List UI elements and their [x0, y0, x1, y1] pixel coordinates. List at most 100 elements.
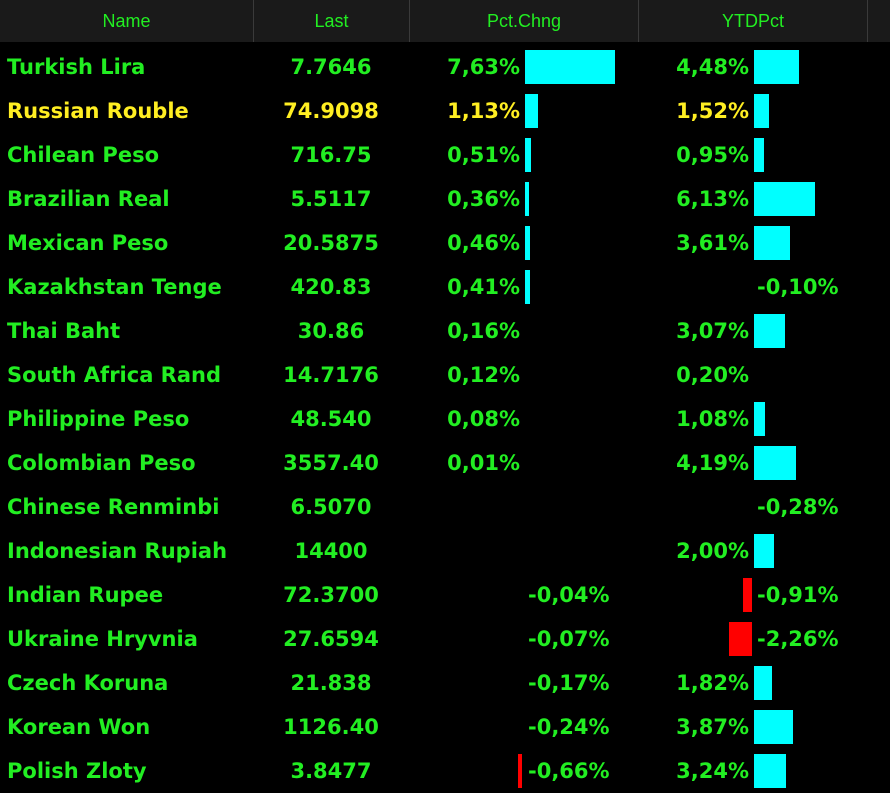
table-row[interactable]: Turkish Lira 7.7646 7,63% 4,48%: [0, 45, 890, 89]
pct-chng-value: 1,13%: [447, 99, 520, 123]
ytd-bar-positive: [754, 754, 786, 788]
ytd-bar-positive: [754, 138, 764, 172]
ytd-pct-value: -0,10%: [757, 275, 839, 299]
ytd-pct-value: 3,87%: [676, 715, 749, 739]
pct-chng-value: 0,46%: [447, 231, 520, 255]
pct-chng-bar-positive: [525, 226, 530, 260]
header-last[interactable]: Last: [254, 0, 410, 42]
ytd-pct-value: 0,95%: [676, 143, 749, 167]
pct-chng-value: -0,04%: [528, 583, 610, 607]
header-ytd-pct[interactable]: YTDPct: [639, 0, 868, 42]
pct-chng-value: 0,08%: [447, 407, 520, 431]
ytd-pct-value: 4,48%: [676, 55, 749, 79]
ytd-bar-negative: [743, 578, 752, 612]
pct-chng-value: 0,51%: [447, 143, 520, 167]
pct-chng-value: 0,36%: [447, 187, 520, 211]
ytd-bar-positive: [754, 402, 765, 436]
ytd-pct-value: 6,13%: [676, 187, 749, 211]
last-value: 6.5070: [290, 495, 372, 519]
ytd-bar-positive: [754, 314, 785, 348]
ytd-bar-negative: [729, 622, 752, 656]
currency-name: Korean Won: [7, 715, 151, 739]
ytd-bar-positive: [754, 534, 774, 568]
ytd-pct-value: 3,07%: [676, 319, 749, 343]
last-value: 20.5875: [283, 231, 379, 255]
ytd-pct-value: 3,61%: [676, 231, 749, 255]
table-row[interactable]: Kazakhstan Tenge 420.83 0,41% -0,10%: [0, 265, 890, 309]
ytd-bar-positive: [754, 50, 799, 84]
ytd-pct-value: 0,20%: [676, 363, 749, 387]
currency-name: Indonesian Rupiah: [7, 539, 228, 563]
table-row[interactable]: Korean Won 1126.40 -0,24% 3,87%: [0, 705, 890, 749]
table-row[interactable]: Indian Rupee 72.3700 -0,04% -0,91%: [0, 573, 890, 617]
last-value: 3.8477: [290, 759, 372, 783]
last-value: 27.6594: [283, 627, 379, 651]
table-row[interactable]: Russian Rouble 74.9098 1,13% 1,52%: [0, 89, 890, 133]
currency-name: Turkish Lira: [7, 55, 146, 79]
currency-name: Colombian Peso: [7, 451, 196, 475]
header-pct-chng[interactable]: Pct.Chng: [410, 0, 639, 42]
currency-name: Chinese Renminbi: [7, 495, 220, 519]
last-value: 14.7176: [283, 363, 379, 387]
currency-name: Chilean Peso: [7, 143, 159, 167]
ytd-pct-value: -0,91%: [757, 583, 839, 607]
currency-name: Ukraine Hryvnia: [7, 627, 198, 651]
ytd-bar-positive: [754, 94, 769, 128]
ytd-bar-positive: [754, 182, 815, 216]
table-row[interactable]: Ukraine Hryvnia 27.6594 -0,07% -2,26%: [0, 617, 890, 661]
table-row[interactable]: Indonesian Rupiah 14400 2,00%: [0, 529, 890, 573]
ytd-bar-positive: [754, 666, 772, 700]
pct-chng-value: 7,63%: [447, 55, 520, 79]
table-row[interactable]: Thai Baht 30.86 0,16% 3,07%: [0, 309, 890, 353]
table-row[interactable]: Polish Zloty 3.8477 -0,66% 3,24%: [0, 749, 890, 793]
last-value: 3557.40: [283, 451, 379, 475]
table-row[interactable]: Philippine Peso 48.540 0,08% 1,08%: [0, 397, 890, 441]
pct-chng-bar-positive: [525, 50, 615, 84]
last-value: 72.3700: [283, 583, 379, 607]
table-row[interactable]: South Africa Rand 14.7176 0,12% 0,20%: [0, 353, 890, 397]
table-row[interactable]: Chilean Peso 716.75 0,51% 0,95%: [0, 133, 890, 177]
last-value: 21.838: [290, 671, 372, 695]
currency-name: Philippine Peso: [7, 407, 190, 431]
ytd-bar-positive: [754, 710, 793, 744]
last-value: 48.540: [290, 407, 372, 431]
ytd-pct-value: -0,28%: [757, 495, 839, 519]
pct-chng-value: -0,07%: [528, 627, 610, 651]
table-row[interactable]: Czech Koruna 21.838 -0,17% 1,82%: [0, 661, 890, 705]
pct-chng-value: 0,16%: [447, 319, 520, 343]
currency-name: Kazakhstan Tenge: [7, 275, 222, 299]
header-name[interactable]: Name: [0, 0, 254, 42]
last-value: 14400: [294, 539, 368, 563]
ytd-pct-value: 1,08%: [676, 407, 749, 431]
last-value: 30.86: [297, 319, 365, 343]
pct-chng-value: -0,24%: [528, 715, 610, 739]
last-value: 7.7646: [290, 55, 372, 79]
currency-name: Brazilian Real: [7, 187, 170, 211]
pct-chng-bar-positive: [525, 138, 531, 172]
pct-chng-value: 0,01%: [447, 451, 520, 475]
pct-chng-bar-positive: [525, 270, 530, 304]
currency-name: Russian Rouble: [7, 99, 189, 123]
currency-name: South Africa Rand: [7, 363, 221, 387]
ytd-bar-positive: [754, 226, 790, 260]
currency-name: Mexican Peso: [7, 231, 169, 255]
pct-chng-value: 0,12%: [447, 363, 520, 387]
table-row[interactable]: Colombian Peso 3557.40 0,01% 4,19%: [0, 441, 890, 485]
pct-chng-bar-negative: [518, 754, 522, 788]
table-header: Name Last Pct.Chng YTDPct: [0, 0, 890, 42]
currency-name: Indian Rupee: [7, 583, 164, 607]
ytd-pct-value: 2,00%: [676, 539, 749, 563]
ytd-pct-value: 4,19%: [676, 451, 749, 475]
last-value: 420.83: [290, 275, 372, 299]
last-value: 716.75: [290, 143, 372, 167]
ytd-pct-value: 1,52%: [676, 99, 749, 123]
table-row[interactable]: Brazilian Real 5.5117 0,36% 6,13%: [0, 177, 890, 221]
pct-chng-value: 0,41%: [447, 275, 520, 299]
table-row[interactable]: Chinese Renminbi 6.5070 -0,28%: [0, 485, 890, 529]
table-row[interactable]: Mexican Peso 20.5875 0,46% 3,61%: [0, 221, 890, 265]
pct-chng-value: -0,17%: [528, 671, 610, 695]
ytd-pct-value: -2,26%: [757, 627, 839, 651]
currency-name: Polish Zloty: [7, 759, 147, 783]
currency-name: Thai Baht: [7, 319, 121, 343]
pct-chng-value: -0,66%: [528, 759, 610, 783]
